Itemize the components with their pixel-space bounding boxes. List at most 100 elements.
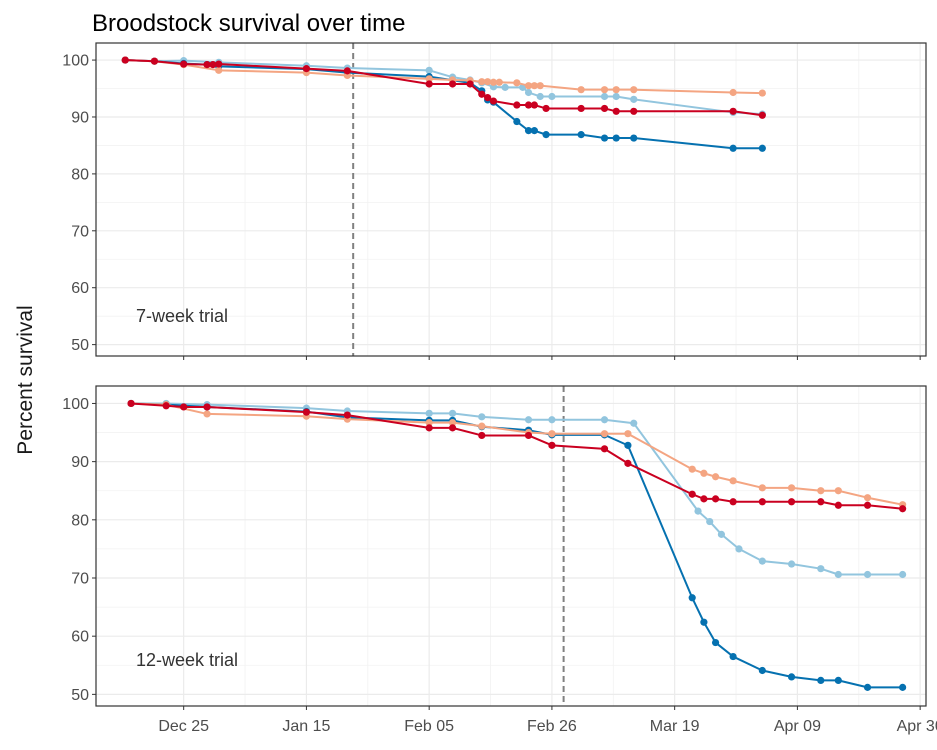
data-point (343, 411, 351, 419)
data-point (630, 419, 638, 427)
x-tick-label: Jan 15 (282, 718, 330, 735)
data-point (548, 430, 556, 438)
data-point (127, 399, 135, 408)
data-point (162, 402, 170, 410)
data-point (302, 408, 311, 416)
data-point (729, 498, 737, 506)
data-point (834, 501, 842, 509)
plot-layer: 50 60 70 80 90 100 7-week trial 50 60 70 80 90 100 De… (62, 42, 937, 735)
data-point (577, 86, 585, 94)
data-point (478, 422, 486, 430)
y-tick-label: 90 (71, 109, 89, 126)
data-point (899, 570, 907, 579)
series-2 (127, 399, 907, 691)
data-point (758, 111, 766, 119)
data-point (612, 86, 620, 94)
data-point (524, 101, 533, 109)
x-tick-label: Feb 05 (404, 718, 454, 735)
data-point (787, 498, 796, 506)
data-point (478, 431, 486, 440)
data-point (612, 107, 620, 115)
data-point (711, 638, 720, 647)
data-point (448, 419, 457, 427)
data-point (478, 90, 486, 98)
data-point (758, 498, 766, 506)
series-line (131, 402, 903, 576)
data-point (817, 676, 825, 685)
data-point (688, 594, 696, 602)
data-point (536, 82, 544, 90)
data-point (536, 92, 544, 101)
data-point (484, 78, 492, 86)
data-point (425, 409, 433, 417)
data-point (735, 545, 743, 553)
data-point (215, 60, 223, 68)
data-point (700, 469, 708, 477)
data-point (209, 61, 217, 69)
data-point (530, 127, 538, 135)
data-point (899, 683, 907, 691)
data-point (711, 495, 720, 503)
x-tick-label: Feb 26 (527, 718, 577, 735)
data-point (150, 57, 159, 65)
data-point (787, 560, 796, 568)
data-point (425, 424, 433, 432)
panel-frame (95, 42, 927, 357)
y-tick-label: 60 (71, 280, 89, 297)
data-point (542, 104, 550, 113)
data-point (524, 82, 533, 90)
y-tick-label: 80 (71, 512, 89, 529)
data-point (501, 83, 509, 91)
y-tick-label: 50 (71, 337, 89, 354)
x-tick-label: Apr 09 (774, 718, 821, 735)
data-point (630, 86, 638, 94)
y-tick-label: 80 (71, 166, 89, 183)
data-point (694, 507, 702, 515)
data-point (863, 683, 872, 691)
data-point (203, 403, 211, 411)
data-point (600, 416, 609, 424)
data-point (577, 104, 585, 113)
data-point (215, 66, 223, 74)
data-point (121, 56, 129, 64)
data-point (425, 419, 433, 427)
data-point (729, 144, 737, 152)
data-point (600, 134, 609, 142)
data-point (548, 92, 556, 101)
data-point (548, 441, 556, 449)
data-point (758, 484, 766, 492)
series-line (131, 402, 903, 506)
data-point (758, 144, 766, 152)
data-point (548, 416, 556, 424)
data-point (524, 416, 533, 424)
data-point (688, 465, 696, 473)
x-tick-label: Mar 19 (650, 718, 700, 735)
series-4 (127, 399, 907, 513)
data-point (425, 75, 433, 83)
data-point (302, 65, 311, 73)
y-axis-label: Percent survival (14, 305, 37, 454)
data-point (448, 424, 457, 432)
data-point (711, 473, 720, 481)
data-point (863, 501, 872, 509)
data-point (899, 505, 907, 513)
data-point (834, 570, 842, 579)
data-point (425, 66, 433, 74)
data-point (758, 666, 766, 675)
data-point (203, 410, 211, 418)
panel-label: 12-week trial (136, 650, 238, 670)
data-point (495, 78, 503, 86)
data-point (817, 565, 825, 573)
data-point (630, 95, 638, 103)
data-point (729, 652, 737, 661)
data-point (600, 445, 609, 453)
y-tick-label: 90 (71, 454, 89, 471)
y-tick-label: 50 (71, 687, 89, 704)
data-point (706, 517, 714, 526)
y-tick-label: 100 (62, 396, 89, 413)
data-point (203, 61, 211, 69)
data-point (600, 92, 609, 101)
data-point (513, 101, 521, 109)
